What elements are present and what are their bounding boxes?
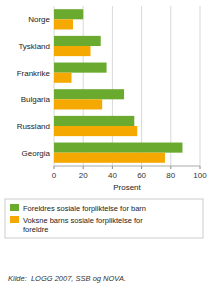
category-label: Tyskland — [18, 42, 50, 51]
grid-line — [83, 6, 84, 166]
legend-label: Voksne barns sosiale forpliktelse forfor… — [23, 216, 143, 234]
grid-line — [141, 6, 142, 166]
bar — [54, 99, 102, 109]
chart: 0 20 40 60 80 100 Norge Tyskland Frankrike Bulgar… — [0, 0, 208, 287]
bar — [54, 9, 83, 19]
bar — [54, 89, 124, 99]
bar — [54, 73, 72, 83]
legend-frame — [5, 199, 203, 238]
legend-swatch — [10, 204, 19, 211]
grid — [54, 6, 200, 166]
bar — [54, 46, 91, 56]
tick-label: 100 — [193, 171, 207, 180]
x-axis-line — [54, 166, 200, 167]
bar — [54, 153, 165, 163]
bar — [54, 116, 134, 126]
category-label: Norge — [28, 15, 50, 24]
legend-swatch — [10, 216, 19, 223]
category-label: Frankrike — [17, 69, 51, 78]
tick-label: 0 — [52, 171, 57, 180]
bars — [54, 9, 182, 163]
bar — [54, 19, 73, 29]
tick-label: 60 — [137, 171, 146, 180]
bar — [54, 36, 101, 46]
grid-line — [112, 6, 113, 166]
category-label: Bulgaria — [21, 95, 51, 104]
tick-label: 20 — [79, 171, 88, 180]
grid-line — [54, 6, 55, 166]
category-label: Russland — [17, 122, 50, 131]
grid-line — [200, 6, 201, 166]
source-note: Kilde: LOGG 2007, SSB og NOVA. — [8, 274, 126, 283]
tick-label: 80 — [166, 171, 175, 180]
tick-label: 40 — [108, 171, 117, 180]
legend: Foreldres sosiale forpliktelse for barn V… — [5, 199, 203, 238]
category-label: Georgia — [22, 149, 51, 158]
bar — [54, 126, 137, 136]
bar — [54, 63, 107, 73]
x-axis-label: Prosent — [113, 183, 141, 192]
grid-line — [170, 6, 171, 166]
bar — [54, 143, 182, 153]
legend-label: Foreldres sosiale forpliktelse for barn — [23, 204, 146, 213]
